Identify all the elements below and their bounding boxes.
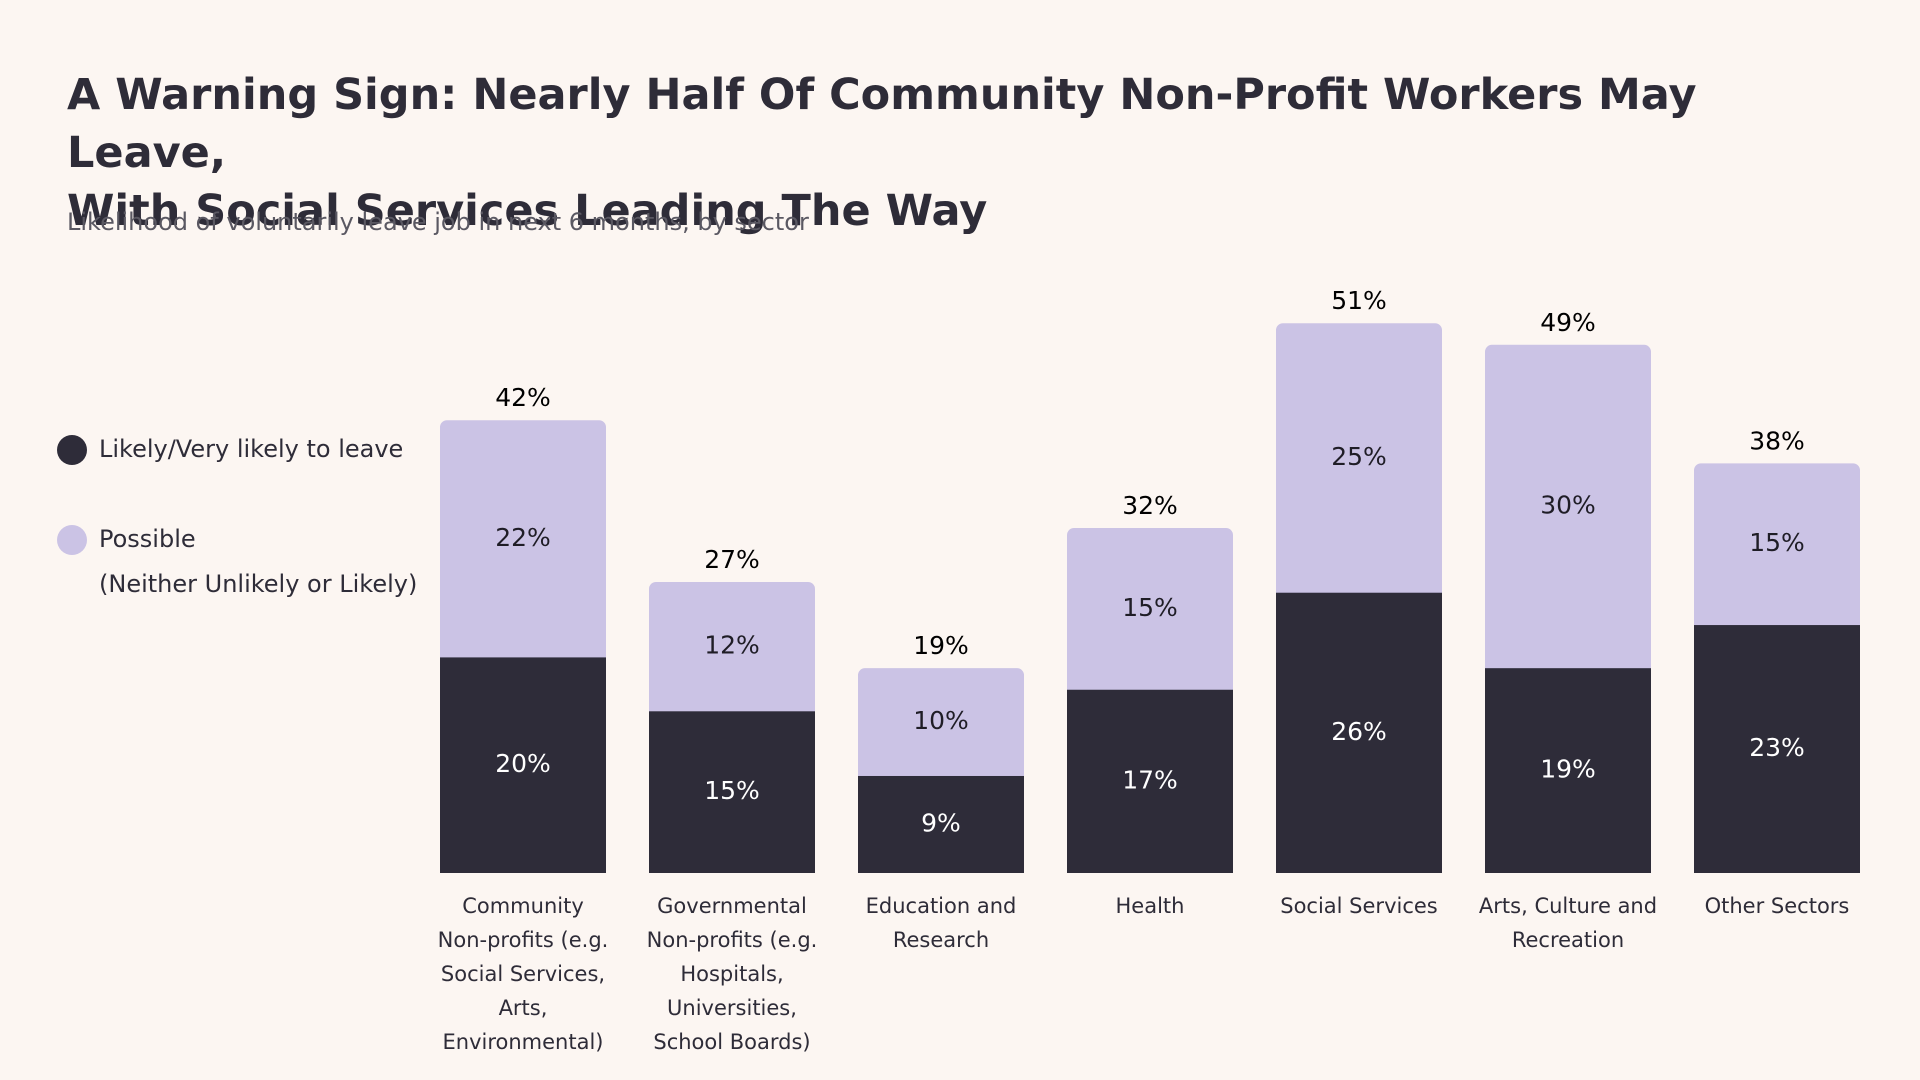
- bar-total-label-2: 27%: [704, 545, 760, 574]
- bar-likely-label-7: 23%: [1749, 733, 1805, 762]
- bar-likely-label-3: 9%: [921, 808, 961, 837]
- bar-possible-4: [1067, 528, 1233, 698]
- legend-sublabel-possible: (Neither Unlikely or Likely): [99, 570, 418, 598]
- bar-likely-1: [440, 657, 606, 873]
- legend-swatch-possible: [57, 525, 87, 555]
- bar-possible-label-3: 10%: [913, 706, 969, 735]
- chart-title-line-2: With Social Services Leading The Way: [67, 186, 988, 236]
- bar-possible-5: [1276, 323, 1442, 601]
- bar-total-label-3: 19%: [913, 631, 969, 660]
- category-label-3: Education and Research: [846, 889, 1036, 957]
- category-label-line: School Boards): [653, 1030, 811, 1054]
- bar-likely-7: [1694, 625, 1860, 873]
- category-label-line: Non-profits (e.g.: [437, 928, 609, 952]
- category-label-line: Non-profits (e.g.: [646, 928, 818, 952]
- category-label-line: Community: [462, 894, 584, 918]
- category-label-4: Health: [1055, 889, 1245, 923]
- bar-possible-label-7: 15%: [1749, 528, 1805, 557]
- bar-possible-6: [1485, 344, 1651, 677]
- bar-likely-label-5: 26%: [1331, 717, 1387, 746]
- bar-total-label-1: 42%: [495, 383, 551, 412]
- category-label-2: Governmental Non-profits (e.g. Hospitals, U…: [637, 889, 827, 1059]
- bar-likely-4: [1067, 689, 1233, 873]
- category-label-line: Arts, Culture and: [1478, 894, 1658, 918]
- category-label-7: Other Sectors: [1682, 889, 1872, 923]
- bar-total-label-5: 51%: [1331, 286, 1387, 315]
- bar-likely-label-1: 20%: [495, 749, 551, 778]
- bar-likely-label-6: 19%: [1540, 755, 1596, 784]
- bar-likely-2: [649, 711, 815, 873]
- chart-subtitle: Likelihood of voluntarily leave job in n…: [67, 208, 809, 236]
- bar-total-label-7: 38%: [1749, 426, 1805, 455]
- chart-title-line-1: A Warning Sign: Nearly Half Of Community…: [67, 70, 1697, 178]
- chart-title: A Warning Sign: Nearly Half Of Community…: [67, 66, 1767, 240]
- category-label-line: Recreation: [1511, 928, 1625, 952]
- bar-likely-label-2: 15%: [704, 776, 760, 805]
- category-label-line: Other Sectors: [1704, 894, 1850, 918]
- bar-possible-3: [858, 668, 1024, 784]
- category-label-5: Social Services: [1264, 889, 1454, 923]
- bar-possible-2: [649, 581, 815, 720]
- bar-possible-label-4: 15%: [1122, 593, 1178, 622]
- category-label-line: Arts,: [498, 996, 548, 1020]
- legend-label-possible: Possible: [99, 525, 196, 553]
- legend-label-likely: Likely/Very likely to leave: [99, 435, 404, 463]
- category-label-line: Environmental): [442, 1030, 604, 1054]
- bar-likely-6: [1485, 668, 1651, 873]
- bar-possible-7: [1694, 463, 1860, 634]
- category-label-line: Social Services,: [440, 962, 606, 986]
- category-label-1: Community Non-profits (e.g. Social Service…: [428, 889, 618, 1059]
- category-label-line: Health: [1115, 894, 1185, 918]
- bar-likely-5: [1276, 592, 1442, 873]
- category-label-line: Hospitals,: [680, 962, 784, 986]
- category-label-line: Research: [892, 928, 990, 952]
- category-label-line: Education and: [865, 894, 1017, 918]
- category-label-line: Governmental: [657, 894, 807, 918]
- bar-total-label-6: 49%: [1540, 308, 1596, 337]
- category-label-line: Universities,: [667, 996, 797, 1020]
- bar-possible-1: [440, 420, 606, 666]
- bar-possible-label-1: 22%: [495, 523, 551, 552]
- bar-likely-3: [858, 775, 1024, 873]
- bar-total-label-4: 32%: [1122, 491, 1178, 520]
- bar-likely-label-4: 17%: [1122, 765, 1178, 794]
- category-label-6: Arts, Culture and Recreation: [1473, 889, 1663, 957]
- bar-possible-label-2: 12%: [704, 631, 760, 660]
- bar-possible-label-6: 30%: [1540, 490, 1596, 519]
- legend-swatch-likely: [57, 435, 87, 465]
- category-label-line: Social Services: [1280, 894, 1438, 918]
- bar-possible-label-5: 25%: [1331, 442, 1387, 471]
